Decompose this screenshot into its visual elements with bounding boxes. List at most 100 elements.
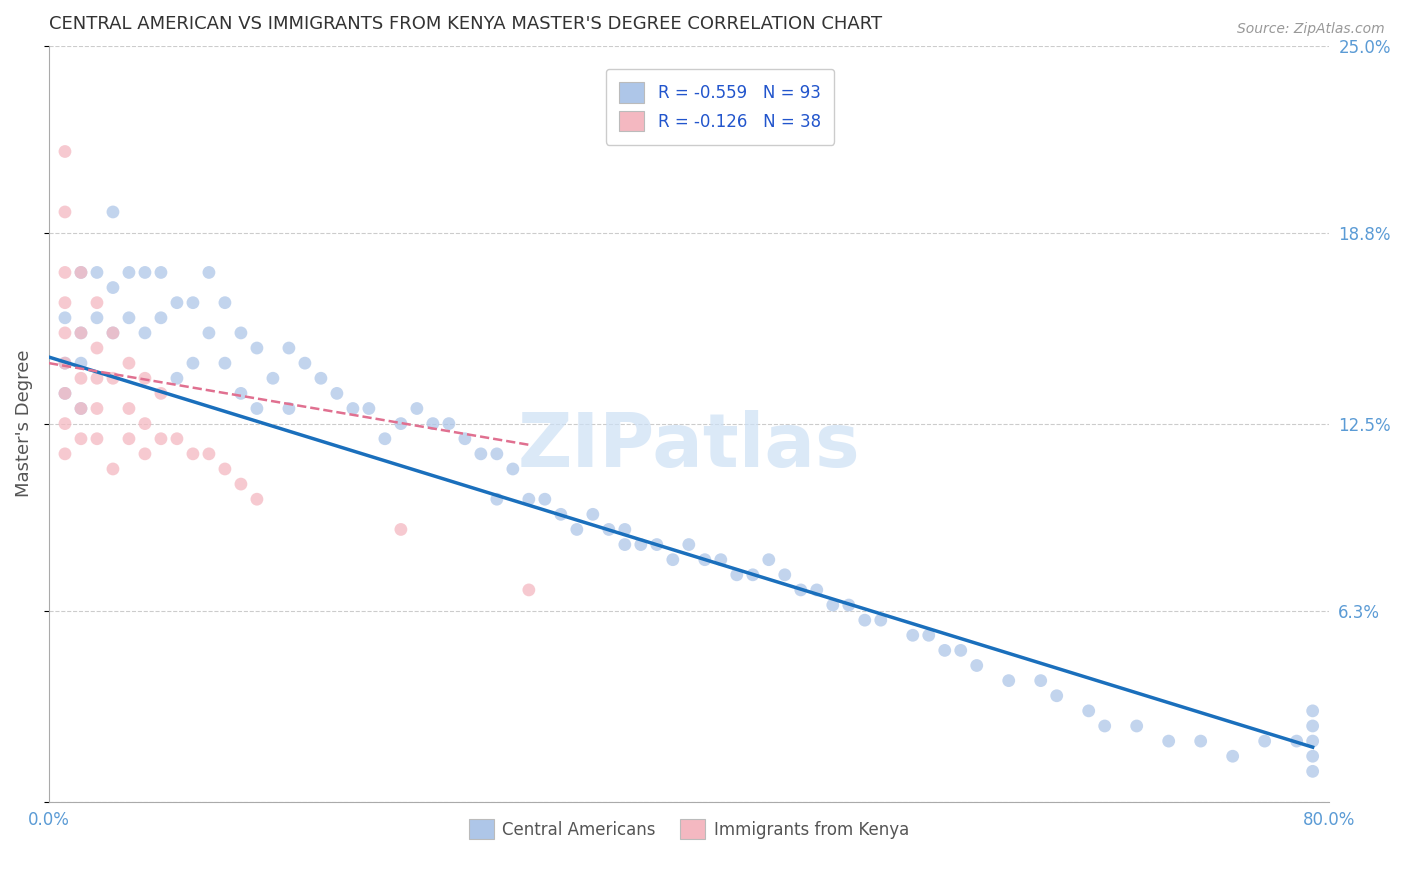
Point xyxy=(678,537,700,551)
Point xyxy=(70,265,93,279)
Point xyxy=(502,462,524,476)
Point xyxy=(485,447,508,461)
Point xyxy=(1302,719,1324,733)
Point xyxy=(949,643,972,657)
Point xyxy=(918,628,941,642)
Point xyxy=(70,265,93,279)
Point xyxy=(389,417,412,431)
Point xyxy=(565,523,588,537)
Point xyxy=(53,145,76,159)
Point xyxy=(582,508,605,522)
Point xyxy=(342,401,364,416)
Point xyxy=(550,508,572,522)
Point xyxy=(70,356,93,370)
Point xyxy=(1046,689,1069,703)
Point xyxy=(422,417,444,431)
Point xyxy=(101,280,124,294)
Point xyxy=(246,492,269,507)
Point xyxy=(630,537,652,551)
Point xyxy=(181,295,204,310)
Point xyxy=(406,401,429,416)
Point xyxy=(70,432,93,446)
Point xyxy=(534,492,557,507)
Point xyxy=(53,386,76,401)
Point xyxy=(454,432,477,446)
Point xyxy=(149,432,172,446)
Point xyxy=(134,265,156,279)
Text: CENTRAL AMERICAN VS IMMIGRANTS FROM KENYA MASTER'S DEGREE CORRELATION CHART: CENTRAL AMERICAN VS IMMIGRANTS FROM KENY… xyxy=(49,15,882,33)
Point xyxy=(357,401,380,416)
Point xyxy=(277,341,299,355)
Point xyxy=(53,356,76,370)
Point xyxy=(710,552,733,566)
Point xyxy=(118,310,141,325)
Point xyxy=(198,265,221,279)
Point xyxy=(86,310,108,325)
Point xyxy=(101,462,124,476)
Point xyxy=(70,401,93,416)
Point xyxy=(470,447,492,461)
Point xyxy=(1077,704,1099,718)
Point xyxy=(53,447,76,461)
Point xyxy=(246,341,269,355)
Point xyxy=(1125,719,1147,733)
Point xyxy=(741,567,763,582)
Point xyxy=(86,432,108,446)
Point xyxy=(149,386,172,401)
Point xyxy=(517,582,540,597)
Point xyxy=(101,205,124,219)
Point xyxy=(326,386,349,401)
Point xyxy=(693,552,716,566)
Point xyxy=(758,552,780,566)
Point xyxy=(662,552,685,566)
Point xyxy=(53,326,76,340)
Point xyxy=(1029,673,1052,688)
Point xyxy=(821,598,844,612)
Point xyxy=(214,462,236,476)
Point xyxy=(1189,734,1212,748)
Point xyxy=(613,523,636,537)
Point xyxy=(149,310,172,325)
Point xyxy=(118,432,141,446)
Point xyxy=(374,432,396,446)
Point xyxy=(389,523,412,537)
Point xyxy=(1253,734,1275,748)
Point xyxy=(53,417,76,431)
Point xyxy=(437,417,460,431)
Point xyxy=(166,295,188,310)
Point xyxy=(229,326,252,340)
Point xyxy=(838,598,860,612)
Point xyxy=(181,356,204,370)
Point xyxy=(725,567,748,582)
Text: Source: ZipAtlas.com: Source: ZipAtlas.com xyxy=(1237,22,1385,37)
Point xyxy=(485,492,508,507)
Point xyxy=(198,326,221,340)
Point xyxy=(53,386,76,401)
Text: ZIPatlas: ZIPatlas xyxy=(517,409,860,483)
Point xyxy=(869,613,891,627)
Point xyxy=(246,401,269,416)
Point xyxy=(262,371,284,385)
Point xyxy=(118,356,141,370)
Point xyxy=(966,658,988,673)
Point xyxy=(101,326,124,340)
Point xyxy=(53,356,76,370)
Point xyxy=(277,401,299,416)
Point xyxy=(1302,749,1324,764)
Legend: Central Americans, Immigrants from Kenya: Central Americans, Immigrants from Kenya xyxy=(463,813,915,847)
Point xyxy=(166,432,188,446)
Point xyxy=(86,401,108,416)
Point xyxy=(118,401,141,416)
Point xyxy=(1222,749,1244,764)
Point xyxy=(86,265,108,279)
Point xyxy=(53,310,76,325)
Point xyxy=(53,205,76,219)
Point xyxy=(229,477,252,491)
Point xyxy=(997,673,1019,688)
Point xyxy=(101,371,124,385)
Point xyxy=(1302,704,1324,718)
Point xyxy=(294,356,316,370)
Point xyxy=(309,371,332,385)
Point xyxy=(229,386,252,401)
Point xyxy=(773,567,796,582)
